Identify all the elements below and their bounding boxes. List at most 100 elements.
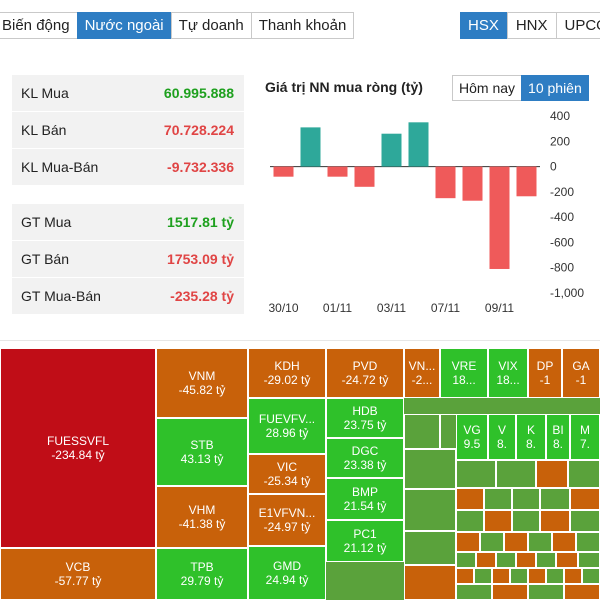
summary-row-gt-ban: GT Bán 1753.09 tỷ xyxy=(12,241,244,277)
treemap-cell-bi[interactable]: BI 8. xyxy=(546,414,570,460)
treemap-filler xyxy=(546,568,564,584)
tab-tu-doanh[interactable]: Tự doanh xyxy=(170,12,252,39)
treemap-cell-e1vfvn[interactable]: E1VFVN... -24.97 tỷ xyxy=(248,494,326,546)
treemap-filler xyxy=(564,584,600,600)
treemap-filler xyxy=(510,568,528,584)
treemap-ticker: TPB xyxy=(190,560,214,574)
treemap-cell-dp[interactable]: DP -1 xyxy=(528,348,562,398)
treemap-cell-vg[interactable]: VG 9.5 xyxy=(456,414,488,460)
treemap-value: -41.38 tỷ xyxy=(178,517,226,531)
net-buy-treemap: FUESSVFL -234.84 tỷ VCB -57.77 tỷ VNM -45.82 … xyxy=(0,348,600,600)
treemap-ticker: VNM xyxy=(188,369,216,383)
treemap-cell-vn[interactable]: VN... -2... xyxy=(404,348,440,398)
y-tick-label: 200 xyxy=(550,134,570,148)
treemap-cell-kdh[interactable]: KDH -29.02 tỷ xyxy=(248,348,326,398)
x-tick-label: 09/11 xyxy=(485,301,514,315)
y-tick-label: 400 xyxy=(550,109,570,123)
bar-01/11[interactable] xyxy=(327,166,348,177)
treemap-filler xyxy=(578,552,600,568)
treemap-value: 8. xyxy=(496,437,507,451)
treemap-value: 24.94 tỷ xyxy=(265,573,309,587)
y-tick-label: -800 xyxy=(550,261,574,275)
treemap-ticker: V xyxy=(497,423,506,437)
treemap-ticker: BI xyxy=(552,423,564,437)
treemap-cell-pvd[interactable]: PVD -24.72 tỷ xyxy=(326,348,404,398)
treemap-value: -24.97 tỷ xyxy=(263,520,311,534)
treemap-cell-gmd[interactable]: GMD 24.94 tỷ xyxy=(248,546,326,600)
treemap-cell-vic[interactable]: VIC -25.34 tỷ xyxy=(248,454,326,494)
treemap-ticker: PVD xyxy=(352,359,378,373)
treemap-ticker: GMD xyxy=(273,559,301,573)
treemap-cell-vnm[interactable]: VNM -45.82 tỷ xyxy=(156,348,248,418)
treemap-filler xyxy=(536,460,568,488)
treemap-value: 9.5 xyxy=(463,437,481,451)
treemap-cell-v[interactable]: V 8. xyxy=(488,414,516,460)
treemap-filler xyxy=(484,488,512,510)
treemap-cell-bmp[interactable]: BMP 21.54 tỷ xyxy=(326,478,404,520)
treemap-cell-vix[interactable]: VIX 18... xyxy=(488,348,528,398)
tab-nuoc-ngoai[interactable]: Nước ngoài xyxy=(76,12,172,39)
treemap-filler xyxy=(456,460,496,488)
bar-02/11[interactable] xyxy=(354,166,375,187)
bar-03/11[interactable] xyxy=(381,133,402,167)
bar-31/10[interactable] xyxy=(300,127,321,167)
bar-10/11[interactable] xyxy=(516,166,537,197)
summary-value: 1753.09 tỷ xyxy=(167,251,234,267)
tab-upcom[interactable]: UPCO xyxy=(555,12,600,39)
summary-value: -235.28 tỷ xyxy=(170,288,234,304)
summary-row-kl-ban: KL Bán 70.728.224 xyxy=(12,112,244,148)
treemap-filler xyxy=(570,510,600,532)
x-tick-label: 01/11 xyxy=(323,301,352,315)
treemap-cell-tpb[interactable]: TPB 29.79 tỷ xyxy=(156,548,248,600)
tab-hom-nay[interactable]: Hôm nay xyxy=(452,75,523,101)
treemap-cell-fuevfv[interactable]: FUEVFV... 28.96 tỷ xyxy=(248,398,326,454)
bar-09/11[interactable] xyxy=(489,166,510,269)
tab-10-phien[interactable]: 10 phiên xyxy=(521,75,589,101)
treemap-value: 8. xyxy=(525,437,536,451)
treemap-value: 43.13 tỷ xyxy=(180,452,224,466)
treemap-ticker: HDB xyxy=(352,404,378,418)
treemap-filler xyxy=(480,532,504,552)
treemap-value: 18... xyxy=(452,373,476,387)
treemap-filler xyxy=(404,531,456,565)
bar-04/11[interactable] xyxy=(408,122,429,167)
treemap-value: -1 xyxy=(539,373,551,387)
tab-bien-dong[interactable]: Biến động xyxy=(0,12,78,39)
treemap-value: 21.12 tỷ xyxy=(343,541,387,555)
treemap-ticker: FUEVFV... xyxy=(258,412,316,426)
treemap-cell-ga[interactable]: GA -1 xyxy=(562,348,600,398)
treemap-filler xyxy=(570,488,600,510)
treemap-cell-hdb[interactable]: HDB 23.75 tỷ xyxy=(326,398,404,438)
treemap-cell-pc1[interactable]: PC1 21.12 tỷ xyxy=(326,520,404,562)
treemap-cell-vhm[interactable]: VHM -41.38 tỷ xyxy=(156,486,248,548)
summary-label: KL Mua xyxy=(21,85,69,101)
x-tick-label: 03/11 xyxy=(377,301,406,315)
treemap-ticker: VG xyxy=(463,423,481,437)
treemap-cell-m[interactable]: M 7. xyxy=(570,414,600,460)
treemap-filler xyxy=(404,414,440,449)
bar-08/11[interactable] xyxy=(462,166,483,201)
treemap-cell-vcb[interactable]: VCB -57.77 tỷ xyxy=(0,548,156,600)
treemap-cell-dgc[interactable]: DGC 23.38 tỷ xyxy=(326,438,404,478)
tab-hnx[interactable]: HNX xyxy=(506,12,557,39)
treemap-cell-vre[interactable]: VRE 18... xyxy=(440,348,488,398)
treemap-cell-k[interactable]: K 8. xyxy=(516,414,546,460)
summary-label: KL Bán xyxy=(21,122,67,138)
treemap-ticker: BMP xyxy=(351,485,378,499)
treemap-filler xyxy=(540,488,570,510)
bar-30/10[interactable] xyxy=(273,166,294,177)
treemap-filler xyxy=(504,532,528,552)
tab-hsx[interactable]: HSX xyxy=(460,12,508,39)
y-tick-label: -600 xyxy=(550,235,574,249)
treemap-filler xyxy=(582,568,600,584)
treemap-filler xyxy=(516,552,536,568)
treemap-value: -25.34 tỷ xyxy=(263,474,311,488)
tab-thanh-khoan[interactable]: Thanh khoản xyxy=(250,12,355,39)
treemap-value: -45.82 tỷ xyxy=(178,383,226,397)
treemap-value: 28.96 tỷ xyxy=(265,426,309,440)
treemap-cell-fuessvfl[interactable]: FUESSVFL -234.84 tỷ xyxy=(0,348,156,548)
summary-label: GT Mua-Bán xyxy=(21,288,101,304)
treemap-cell-stb[interactable]: STB 43.13 tỷ xyxy=(156,418,248,486)
treemap-filler xyxy=(552,532,576,552)
bar-07/11[interactable] xyxy=(435,166,456,199)
